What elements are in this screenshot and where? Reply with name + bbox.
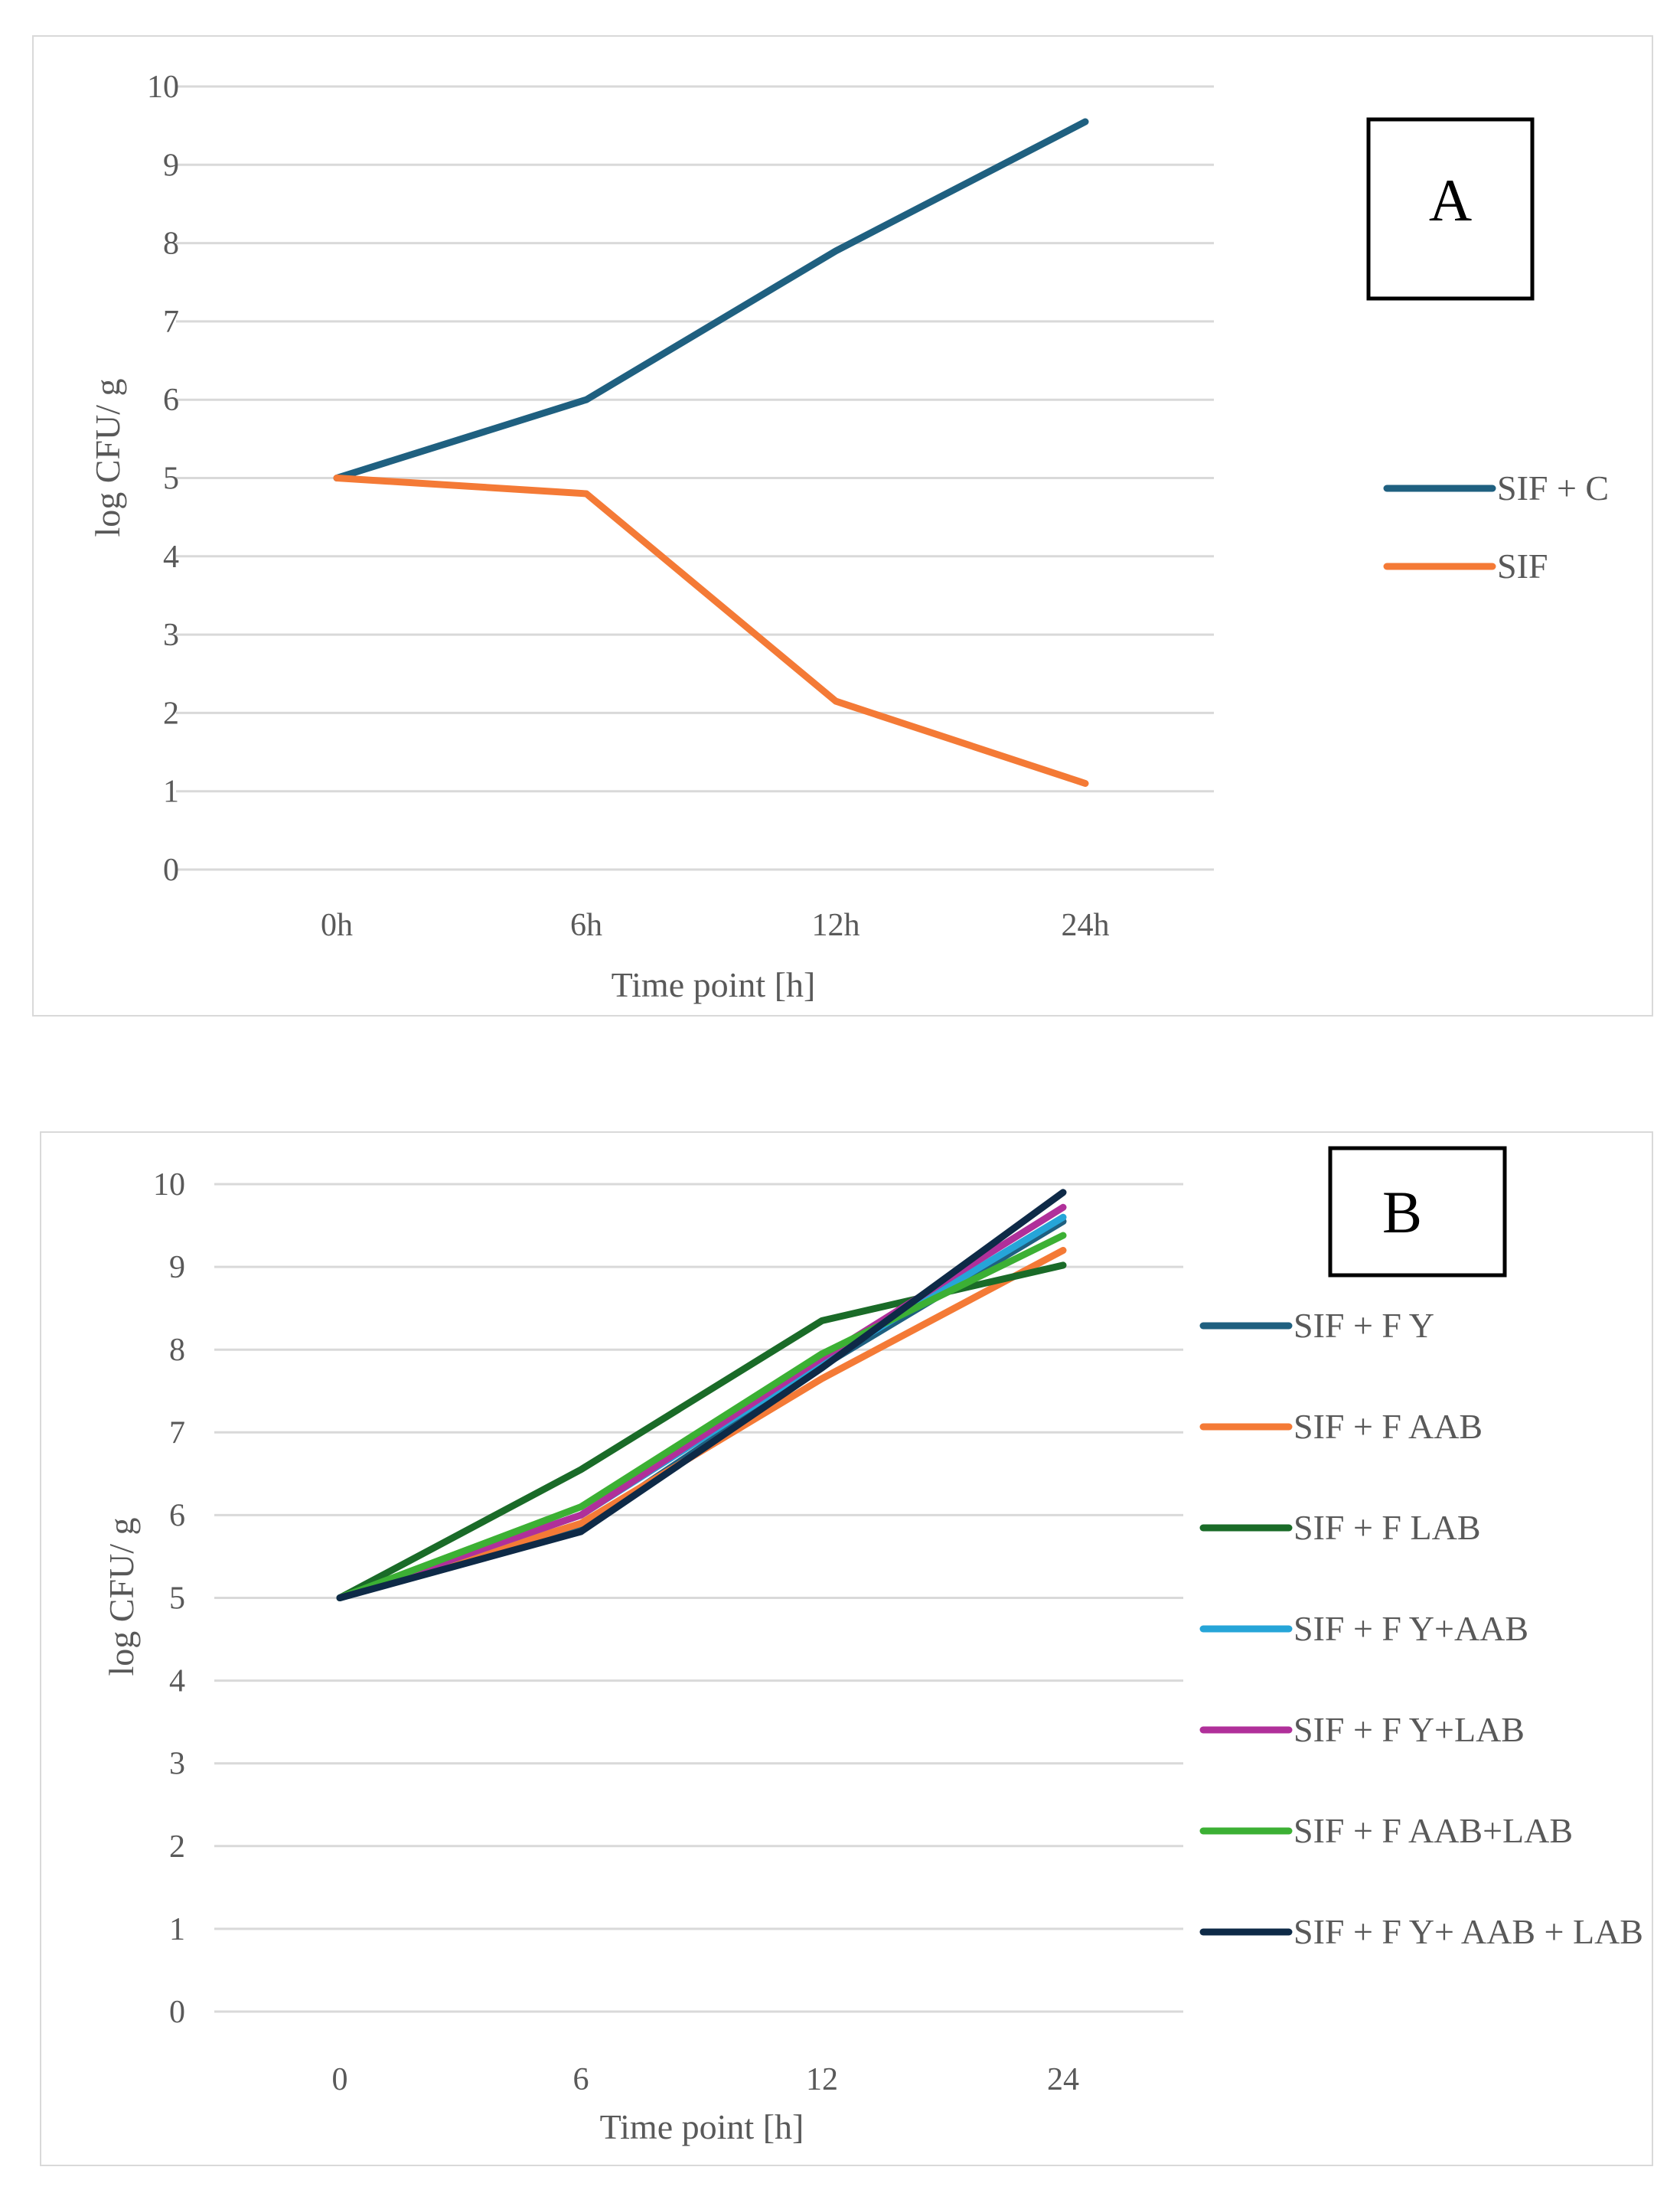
chart-b-series-lines bbox=[336, 1189, 1067, 1601]
y-tick-label: 1 bbox=[169, 1912, 185, 1947]
legend-label: SIF + F AAB bbox=[1293, 1407, 1483, 1446]
legend-label: SIF + F AAB+LAB bbox=[1293, 1811, 1573, 1850]
y-tick-label: 0 bbox=[163, 853, 179, 888]
x-tick-label: 24 bbox=[1047, 2062, 1079, 2097]
y-tick-label: 3 bbox=[169, 1747, 185, 1782]
x-tick-label: 6h bbox=[570, 908, 602, 943]
y-tick-label: 5 bbox=[169, 1581, 185, 1617]
chart-a-panel-label: A bbox=[1429, 167, 1472, 233]
chart-b-x-axis-title: Time point [h] bbox=[600, 2107, 804, 2146]
chart-a-x-axis-title: Time point [h] bbox=[612, 965, 816, 1004]
series-line-7 bbox=[336, 1189, 1067, 1601]
x-tick-label: 0 bbox=[332, 2062, 348, 2097]
y-tick-label: 10 bbox=[153, 1167, 185, 1203]
series-line-2 bbox=[336, 1246, 1067, 1601]
chart-b-y-tick-labels: 0 1 2 3 4 5 6 7 8 9 10 bbox=[153, 1167, 185, 2030]
chart-panel-a: 0 1 2 3 4 5 6 7 8 9 10 0h 6h 12h 24h log CFU/ g Time … bbox=[32, 35, 1653, 1017]
chart-a-gridlines bbox=[176, 85, 1214, 871]
y-tick-label: 2 bbox=[169, 1829, 185, 1865]
y-tick-label: 3 bbox=[163, 618, 179, 653]
chart-b-x-tick-labels: 0 6 12 24 bbox=[332, 2062, 1080, 2097]
legend-label: SIF + F LAB bbox=[1293, 1508, 1481, 1547]
legend-label: SIF + F Y+AAB bbox=[1293, 1609, 1528, 1648]
y-tick-label: 10 bbox=[147, 70, 179, 105]
y-tick-label: 9 bbox=[169, 1250, 185, 1285]
chart-b-panel-label: B bbox=[1382, 1179, 1422, 1245]
chart-a-panel-label-box bbox=[1366, 117, 1535, 301]
y-tick-label: 0 bbox=[169, 1995, 185, 2030]
chart-a-svg: 0 1 2 3 4 5 6 7 8 9 10 0h 6h 12h 24h log CFU/ g Time … bbox=[88, 70, 1609, 1004]
y-tick-label: 2 bbox=[163, 696, 179, 731]
x-tick-label: 24h bbox=[1062, 908, 1110, 943]
chart-b-gridlines bbox=[214, 1183, 1183, 2013]
y-tick-label: 8 bbox=[163, 227, 179, 262]
x-tick-label: 12 bbox=[806, 2062, 838, 2097]
legend-label: SIF bbox=[1497, 547, 1548, 586]
chart-a-y-tick-labels: 0 1 2 3 4 5 6 7 8 9 10 bbox=[147, 70, 179, 888]
y-tick-label: 4 bbox=[169, 1664, 185, 1699]
y-tick-label: 4 bbox=[163, 540, 179, 575]
chart-b-panel-label-box bbox=[1328, 1146, 1507, 1278]
x-tick-label: 12h bbox=[812, 908, 860, 943]
legend-label: SIF + F Y+ AAB + LAB bbox=[1293, 1912, 1643, 1951]
y-tick-label: 1 bbox=[163, 775, 179, 810]
chart-b-y-axis-title: log CFU/ g bbox=[102, 1517, 141, 1676]
legend-label: SIF + C bbox=[1497, 468, 1609, 507]
y-tick-label: 6 bbox=[163, 383, 179, 418]
chart-b-legend: SIF + F Y SIF + F AAB SIF + F LAB SIF + F Y… bbox=[1199, 1306, 1643, 1951]
y-tick-label: 5 bbox=[163, 462, 179, 497]
legend-label: SIF + F Y+LAB bbox=[1293, 1710, 1525, 1749]
chart-a-legend: SIF + C SIF bbox=[1383, 468, 1609, 586]
series-line-6 bbox=[336, 1232, 1067, 1601]
y-tick-label: 8 bbox=[169, 1333, 185, 1368]
y-tick-label: 9 bbox=[163, 148, 179, 183]
x-tick-label: 0h bbox=[321, 908, 353, 943]
chart-a-series-lines bbox=[333, 118, 1089, 787]
series-line-1 bbox=[333, 118, 1089, 481]
y-tick-label: 6 bbox=[169, 1498, 185, 1533]
x-tick-label: 6 bbox=[573, 2062, 589, 2097]
chart-a-x-tick-labels: 0h 6h 12h 24h bbox=[321, 908, 1110, 943]
y-tick-label: 7 bbox=[163, 305, 179, 340]
series-line-2 bbox=[333, 475, 1089, 787]
y-tick-label: 7 bbox=[169, 1415, 185, 1451]
legend-label: SIF + F Y bbox=[1293, 1306, 1434, 1345]
chart-panel-b: 0 1 2 3 4 5 6 7 8 9 10 0 6 12 24 log CFU/ g Time poin… bbox=[40, 1131, 1653, 2166]
chart-a-y-axis-title: log CFU/ g bbox=[88, 378, 127, 537]
